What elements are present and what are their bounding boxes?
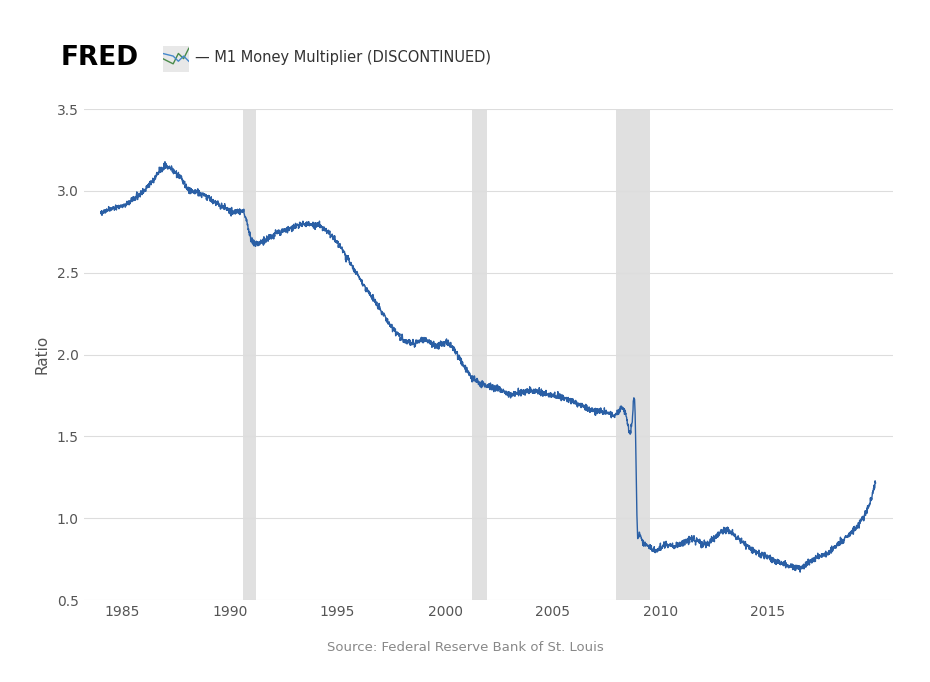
Bar [616, 109, 650, 600]
Bar [472, 109, 486, 600]
Y-axis label: Ratio: Ratio [35, 335, 50, 374]
Text: FRED: FRED [60, 45, 139, 71]
Text: Source: Federal Reserve Bank of St. Louis: Source: Federal Reserve Bank of St. Loui… [326, 641, 604, 654]
Bar [243, 109, 256, 600]
Text: — M1 Money Multiplier (DISCONTINUED): — M1 Money Multiplier (DISCONTINUED) [195, 50, 491, 65]
